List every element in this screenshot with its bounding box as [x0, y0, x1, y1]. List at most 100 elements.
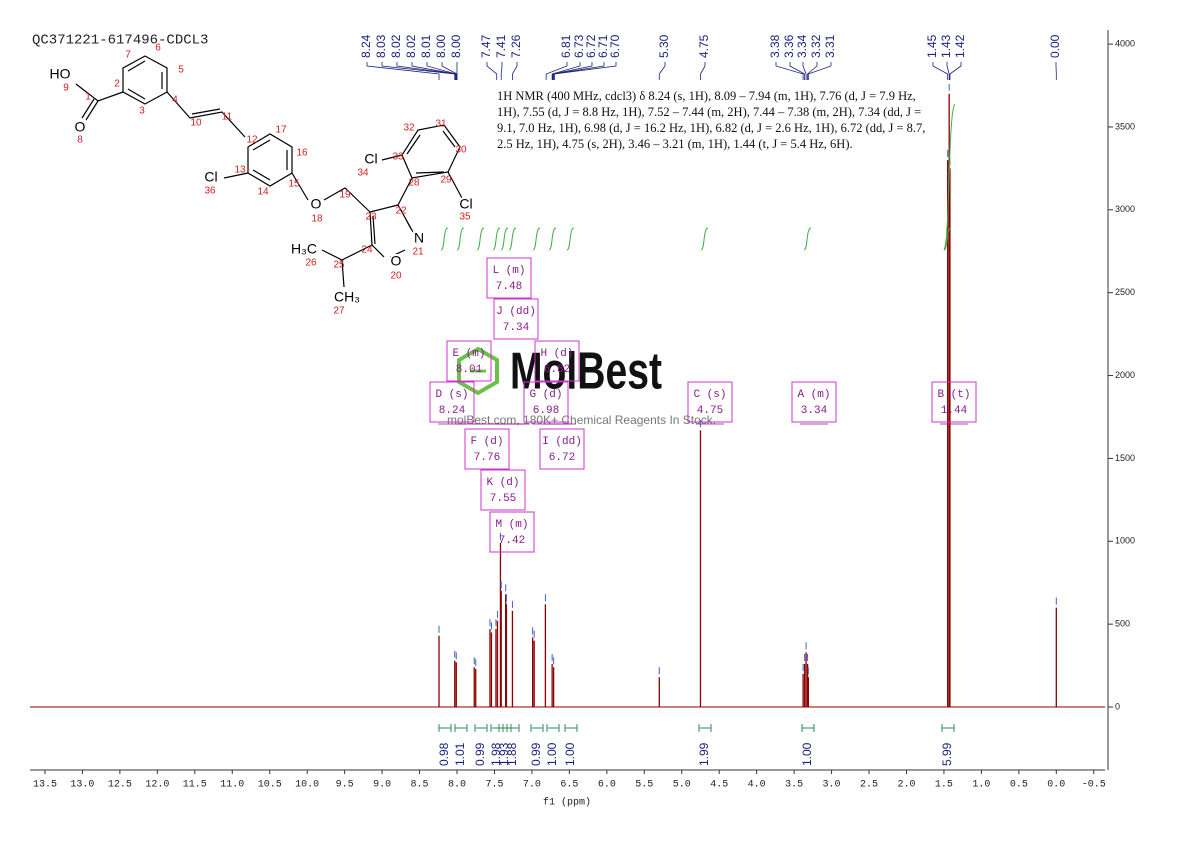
integral-curve [700, 227, 709, 251]
peak-label: 6.70 [608, 34, 622, 58]
multiplet-shift: 6.72 [549, 452, 575, 464]
x-tick-label: 7.5 [485, 780, 503, 791]
multiplet-name: L (m) [492, 265, 525, 277]
atom-label: O [311, 196, 322, 212]
integral-label: 0.98 [437, 742, 451, 766]
peak-label: 7.47 [479, 34, 493, 58]
y-tick-label: 3500 [1115, 121, 1135, 131]
integral-label: 1.00 [800, 742, 814, 766]
integral-curve [440, 227, 449, 251]
atom-number: 24 [361, 245, 373, 256]
y-tick-label: 3000 [1115, 204, 1135, 214]
atom-number: 34 [357, 168, 369, 179]
peak-label-connector [700, 62, 706, 80]
y-tick-label: 1000 [1115, 536, 1135, 546]
peak-label-connector [946, 62, 950, 80]
x-tick-label: 3.5 [785, 780, 803, 791]
integral-label: 1.88 [505, 742, 519, 766]
multiplet-shift: 6.82 [544, 364, 570, 376]
multiplet-box [523, 381, 569, 423]
peak-label: 3.31 [823, 34, 837, 58]
multiplet-box [446, 340, 492, 382]
peak-label-connector [486, 62, 498, 80]
y-tick-label: 4000 [1115, 38, 1135, 48]
multiplet-shift: 7.76 [474, 452, 500, 464]
integral-bracket [564, 724, 578, 732]
atom-number: 11 [222, 112, 233, 123]
peak-label: 1.45 [925, 34, 939, 58]
peak-label: 7.41 [494, 34, 508, 58]
x-tick-label: 1.5 [935, 780, 953, 791]
x-tick-label: 8.0 [448, 780, 466, 791]
multiplet-box [687, 381, 733, 423]
atom-number: 33 [392, 152, 404, 163]
peak-label-connector [551, 62, 581, 80]
y-tick-label: 0 [1115, 701, 1120, 711]
multiplet-shift: 8.24 [439, 405, 466, 417]
x-tick-label: 5.0 [673, 780, 691, 791]
atom-number: 35 [459, 212, 471, 223]
integral-bracket [438, 724, 452, 732]
integral-bracket [941, 724, 955, 732]
y-tick-label: 500 [1115, 619, 1130, 629]
multiplet-shift: 3.34 [801, 405, 828, 417]
multiplet-box [464, 428, 510, 470]
multiplet-name: D (s) [435, 389, 468, 401]
peak-label-connector [658, 62, 666, 80]
multiplet-name: A (m) [797, 389, 830, 401]
peak-label: 3.38 [768, 34, 782, 58]
x-tick-label: 3.0 [823, 780, 841, 791]
multiplet-name: G (d) [529, 389, 562, 401]
multiplet-box [931, 381, 977, 423]
peak-label-connector [553, 62, 617, 80]
atom-number: 21 [412, 247, 424, 258]
multiplet-shift: 6.98 [533, 405, 559, 417]
peak-label-connector [411, 62, 456, 80]
peak-label: 0.00 [1048, 34, 1062, 58]
atom-number: 36 [204, 186, 216, 197]
atom-number: 15 [288, 179, 300, 190]
integral-label: 1.99 [697, 742, 711, 766]
atom-number: 5 [178, 65, 184, 76]
atom-number: 30 [455, 145, 467, 156]
integral-bracket [506, 724, 520, 732]
x-tick-label: 11.0 [220, 780, 244, 791]
atom-number: 25 [333, 260, 345, 271]
peak-label: 4.75 [697, 34, 711, 58]
atom-number: 8 [77, 135, 83, 146]
x-axis-label: f1 (ppm) [543, 797, 591, 809]
multiplet-shift: 7.48 [496, 281, 522, 293]
x-tick-label: 11.5 [183, 780, 207, 791]
x-tick-label: 2.0 [897, 780, 915, 791]
multiplet-name: M (m) [495, 519, 528, 531]
x-tick-label: 9.0 [373, 780, 391, 791]
atom-number: 27 [333, 306, 345, 317]
integral-bracket [454, 724, 468, 732]
peak-label: 3.36 [782, 34, 796, 58]
peak-label-connector [366, 62, 440, 80]
atom-number: 2 [114, 79, 120, 90]
integral-curve [803, 227, 812, 251]
atom-label: Cl [204, 169, 217, 185]
x-tick-label: 10.5 [258, 780, 282, 791]
atom-number: 6 [155, 43, 161, 54]
multiplet-box [489, 511, 535, 553]
atom-label: Cl [364, 151, 377, 167]
x-tick-label: 10.0 [295, 780, 319, 791]
peak-label-connector [807, 62, 832, 80]
x-tick-label: 0.0 [1047, 780, 1065, 791]
integral-bracket [546, 724, 560, 732]
peak-label-connector [381, 62, 456, 80]
multiplet-name: C (s) [693, 389, 726, 401]
atom-number: 1 [85, 92, 91, 103]
atom-label: H₃C [291, 241, 317, 257]
peak-label-connector [426, 62, 457, 80]
multiplet-name: F (d) [470, 436, 503, 448]
structure-bonds [75, 55, 463, 288]
y-tick-label: 2000 [1115, 370, 1135, 380]
integral-label: 0.99 [529, 742, 543, 766]
atom-number: 13 [234, 165, 246, 176]
atom-number: 23 [365, 212, 377, 223]
multiplet-shift: 4.75 [697, 405, 723, 417]
atom-number: 29 [440, 175, 452, 186]
